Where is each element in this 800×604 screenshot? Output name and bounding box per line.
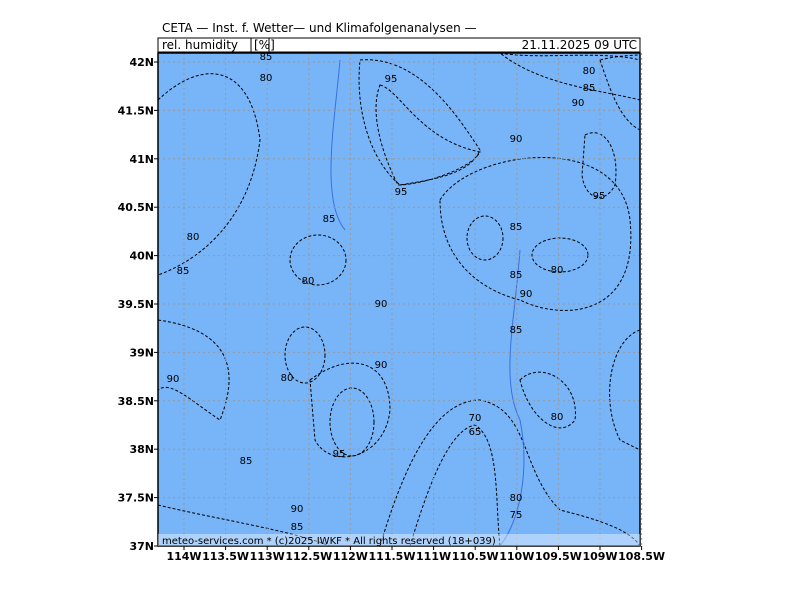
lon-label: 111W (416, 550, 451, 563)
frame (157, 52, 641, 547)
contour-label: 95 (333, 449, 346, 460)
contour-label: 65 (469, 427, 482, 438)
contour-label: 85 (177, 266, 190, 277)
area (379, 399, 640, 546)
contour-label: 85 (510, 222, 523, 233)
area (466, 215, 504, 261)
contour-label: 85 (291, 522, 304, 533)
contour-label: 95 (385, 74, 398, 85)
lon-label: 112.5W (285, 550, 332, 563)
area (289, 234, 347, 286)
contour-label: 85 (240, 456, 253, 467)
contour-label: 75 (510, 510, 523, 521)
contour-label: 80 (187, 232, 200, 243)
contour-label: 95 (593, 191, 606, 202)
area (531, 237, 589, 273)
lon-label: 108.5W (618, 550, 665, 563)
contour-label: 95 (395, 187, 408, 198)
unit-box (250, 37, 270, 53)
lon-label: 110.5W (452, 550, 499, 563)
lat-label: 41N (129, 153, 154, 166)
area (609, 329, 640, 451)
lon-label: 114W (166, 550, 201, 563)
contour-label: 90 (375, 360, 388, 371)
contour-label: 70 (469, 413, 482, 424)
contour-label: 85 (583, 83, 596, 94)
lat-label: 41.5N (118, 104, 154, 117)
contour-label: 85 (323, 214, 336, 225)
lat-label: 38N (129, 443, 154, 456)
field-bg (158, 53, 640, 546)
lat-label: 39N (129, 346, 154, 359)
contour-label: 80 (302, 276, 315, 287)
lon-label: 111.5W (369, 550, 416, 563)
header-bar (157, 37, 641, 53)
contour-label: 90 (167, 374, 180, 385)
lat-label: 37N (129, 540, 154, 553)
footer: meteo-services.com * (c)2025 IWKF * All … (162, 536, 496, 547)
area (284, 326, 326, 384)
header-title: CETA — Inst. f. Wetter— und Klimafolgena… (162, 21, 477, 35)
area (309, 362, 391, 458)
contour-label: 90 (520, 289, 533, 300)
contour-label: 80 (510, 493, 523, 504)
lon-label: 113W (250, 550, 285, 563)
lat-label: 39.5N (118, 298, 154, 311)
contour-label: 80 (260, 73, 273, 84)
area (581, 132, 617, 198)
area (358, 59, 481, 186)
contour-label: 85 (510, 325, 523, 336)
contour-label: 85 (260, 52, 273, 63)
lon-label: 109W (582, 550, 617, 563)
valid-time: 21.11.2025 09 UTC (522, 38, 637, 52)
area (158, 319, 230, 421)
contour-label: 80 (281, 373, 294, 384)
footer-bg (158, 534, 640, 546)
contour-label: 80 (583, 66, 596, 77)
area (499, 53, 640, 101)
lat-label: 40.5N (118, 201, 154, 214)
area (329, 387, 375, 457)
river (330, 59, 525, 546)
contour-label: 80 (551, 412, 564, 423)
lon-label: 110W (499, 550, 534, 563)
lon-label: 112W (333, 550, 368, 563)
area (375, 84, 481, 186)
lon-label: 113.5W (202, 550, 249, 563)
area (158, 73, 261, 276)
lon-label: 109.5W (535, 550, 582, 563)
contour-label: 90 (572, 98, 585, 109)
unit: [%] (254, 38, 275, 52)
contour-label: 85 (510, 270, 523, 281)
contour-label: 90 (375, 299, 388, 310)
contour-label: 90 (291, 504, 304, 515)
lat-label: 37.5N (118, 492, 154, 505)
contour-label: 80 (551, 265, 564, 276)
field (158, 53, 640, 546)
parameter: rel. humidity (162, 38, 238, 52)
contour-label: 90 (510, 134, 523, 145)
lat-label: 42N (129, 56, 154, 69)
grid (158, 53, 643, 547)
lat-label: 38.5N (118, 395, 154, 408)
lat-label: 40N (129, 250, 154, 263)
